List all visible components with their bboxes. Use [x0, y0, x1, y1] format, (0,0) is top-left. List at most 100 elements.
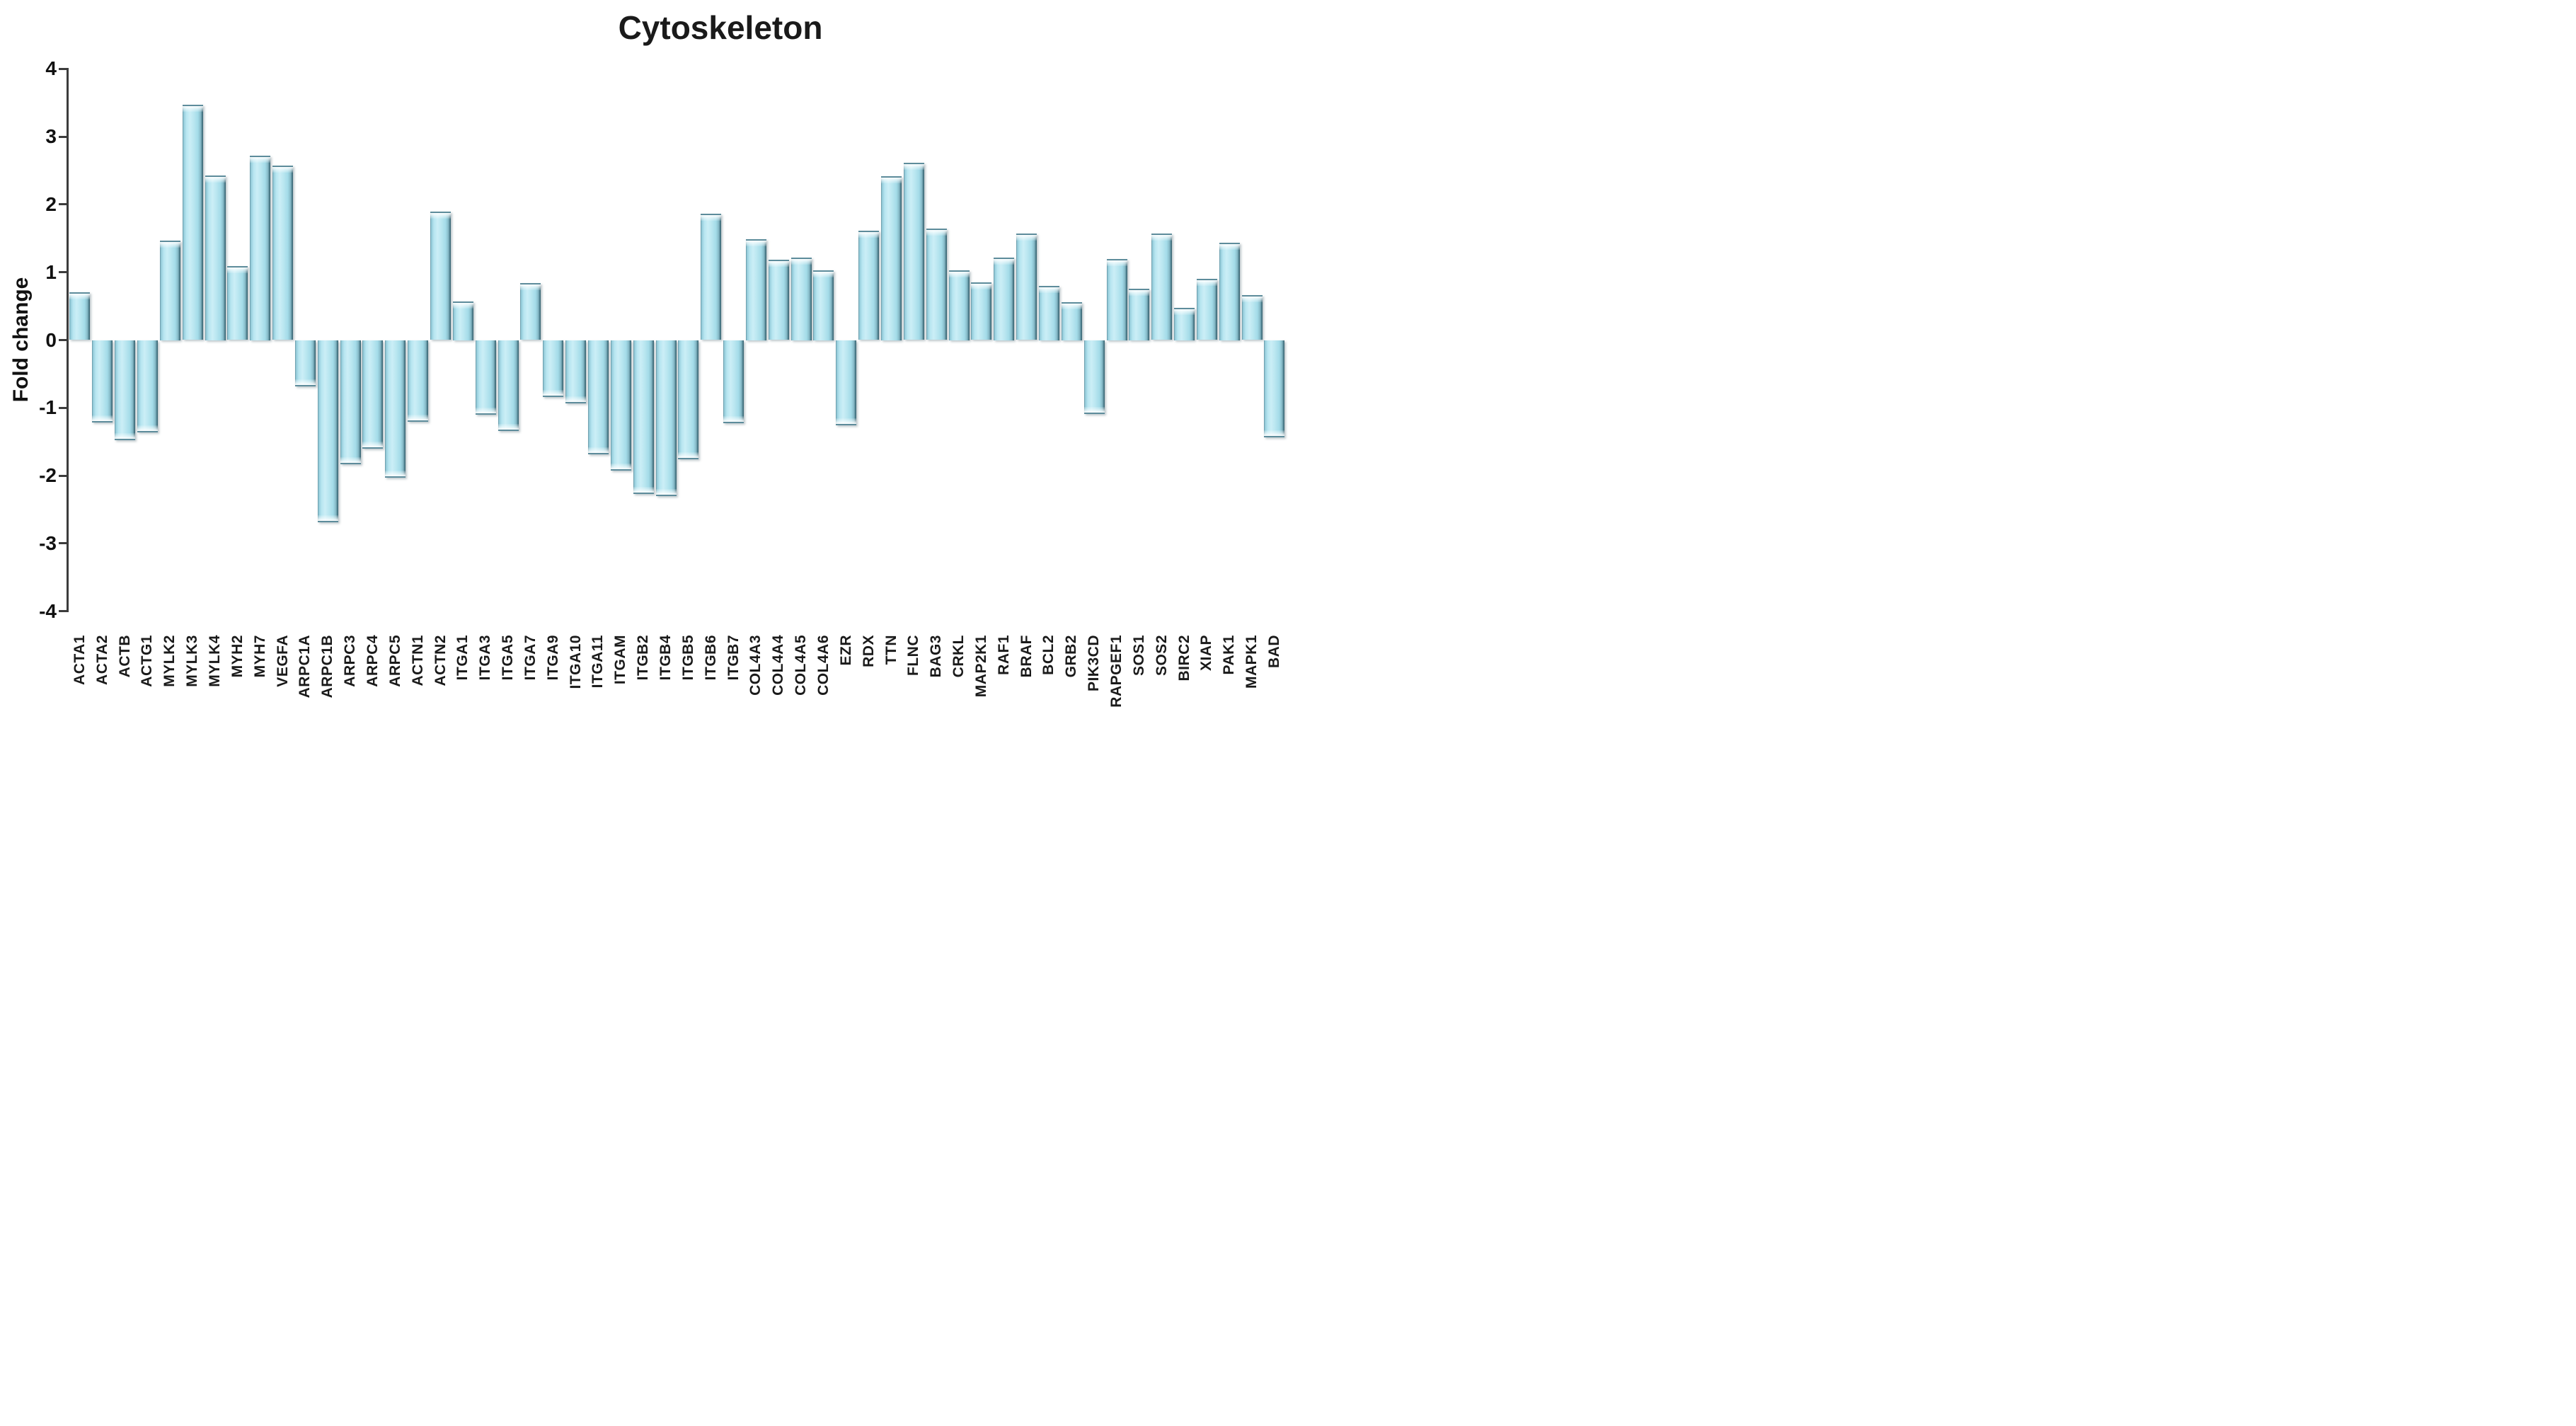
y-tick-mark [59, 67, 67, 70]
bar-ARPC1B [318, 340, 338, 522]
x-label-XIAP: XIAP [1198, 635, 1214, 672]
x-label-ITGB5: ITGB5 [680, 635, 696, 681]
x-label-ITGA7: ITGA7 [522, 635, 539, 681]
bar-MYH7 [250, 156, 270, 340]
bar-ARPC4 [362, 340, 383, 449]
bar-ITGA3 [476, 340, 496, 415]
y-tick-label-0: 0 [45, 328, 57, 351]
x-label-RDX: RDX [861, 635, 877, 667]
bar-bevel [769, 261, 789, 267]
bar-bevel [1151, 235, 1172, 241]
bar-bevel [1107, 260, 1127, 266]
y-tick-label--2: -2 [39, 464, 57, 487]
x-label-MAP2K1: MAP2K1 [973, 635, 989, 698]
bar-ACTA2 [92, 340, 113, 422]
bar-ITGA5 [498, 340, 519, 431]
x-label-RAF1: RAF1 [996, 635, 1012, 675]
x-label-MYLK2: MYLK2 [161, 635, 178, 687]
bar-bevel [904, 164, 924, 170]
bar-MAPK1 [1242, 295, 1263, 340]
x-label-GRB2: GRB2 [1063, 635, 1079, 678]
bar-bevel [746, 241, 766, 246]
x-label-VEGFA: VEGFA [275, 635, 291, 687]
y-tick-mark [59, 271, 67, 274]
y-tick-mark [59, 610, 67, 613]
bar-bevel [1129, 290, 1149, 296]
x-label-ITGB4: ITGB4 [657, 635, 674, 681]
x-label-BIRC2: BIRC2 [1176, 635, 1192, 682]
bar-bevel [1242, 297, 1263, 302]
x-label-MYLK4: MYLK4 [207, 635, 223, 687]
bar-GRB2 [1062, 302, 1082, 340]
x-label-ARPC1B: ARPC1B [319, 635, 335, 698]
bar-bevel [272, 167, 293, 173]
bar-chart: Cytoskeleton Fold change 4 3 2 1 0 -1 -2 -3 -4 A… [0, 0, 1288, 713]
bar-MYH2 [227, 266, 248, 340]
bar-bevel [881, 178, 902, 183]
y-tick-mark [59, 339, 67, 341]
x-label-MYH7: MYH7 [252, 635, 268, 678]
bar-bevel [115, 433, 135, 439]
bar-RDX [858, 231, 879, 340]
x-label-ITGA9: ITGA9 [545, 635, 561, 681]
bar-SOS1 [1129, 289, 1149, 340]
bar-ACTA1 [69, 292, 90, 340]
x-label-ACTA2: ACTA2 [94, 635, 110, 685]
bar-bevel [949, 272, 970, 277]
bar-bevel [543, 390, 563, 396]
bar-BAD [1264, 340, 1284, 437]
bar-COL4A4 [769, 260, 789, 340]
bar-ITGA11 [588, 340, 609, 454]
bar-bevel [588, 447, 609, 453]
bar-ITGA1 [453, 301, 473, 340]
bar-bevel [498, 424, 519, 430]
bar-bevel [858, 232, 879, 238]
x-label-ITGA11: ITGA11 [590, 635, 606, 689]
x-label-SOS2: SOS2 [1154, 635, 1170, 677]
x-label-ITGB2: ITGB2 [635, 635, 651, 681]
x-label-ACTN2: ACTN2 [432, 635, 449, 686]
bar-ITGA10 [565, 340, 586, 403]
y-tick-mark [59, 474, 67, 477]
bar-bevel [520, 284, 541, 290]
y-tick-mark [59, 542, 67, 545]
x-label-CRKL: CRKL [950, 635, 967, 678]
bar-bevel [476, 408, 496, 413]
bar-bevel [318, 515, 338, 521]
y-tick-mark [59, 406, 67, 409]
bar-bevel [678, 452, 698, 458]
bar-bevel [362, 442, 383, 447]
bar-EZR [836, 340, 856, 425]
bar-ITGB5 [678, 340, 698, 459]
bar-CRKL [949, 270, 970, 340]
y-axis-line [67, 68, 69, 612]
bar-bevel [1039, 287, 1059, 293]
bar-MYLK3 [183, 105, 203, 340]
x-label-ACTN1: ACTN1 [410, 635, 426, 686]
x-label-ARPC5: ARPC5 [387, 635, 403, 687]
bar-PIK3CD [1084, 340, 1105, 414]
y-tick-mark [59, 203, 67, 206]
bar-XIAP [1197, 279, 1217, 340]
bar-bevel [1174, 309, 1195, 315]
bar-bevel [137, 425, 158, 431]
bar-bevel [183, 106, 203, 112]
x-label-ACTA1: ACTA1 [71, 635, 88, 685]
bar-bevel [611, 464, 631, 469]
y-tick-label--1: -1 [39, 396, 57, 419]
x-label-MYLK3: MYLK3 [184, 635, 200, 687]
bar-ITGA9 [543, 340, 563, 397]
bar-MYLK2 [160, 241, 180, 340]
bar-bevel [656, 489, 677, 495]
bar-FLNC [904, 163, 924, 340]
x-label-PIK3CD: PIK3CD [1086, 635, 1102, 692]
bar-COL4A6 [813, 270, 834, 340]
bar-PAK1 [1219, 243, 1240, 340]
x-label-PAK1: PAK1 [1221, 635, 1237, 675]
bar-ITGA7 [520, 283, 541, 340]
x-label-ITGB7: ITGB7 [725, 635, 742, 681]
y-tick-label--3: -3 [39, 531, 57, 554]
x-label-ITGA1: ITGA1 [454, 635, 471, 681]
bar-bevel [340, 457, 361, 463]
bar-ITGB7 [723, 340, 744, 423]
